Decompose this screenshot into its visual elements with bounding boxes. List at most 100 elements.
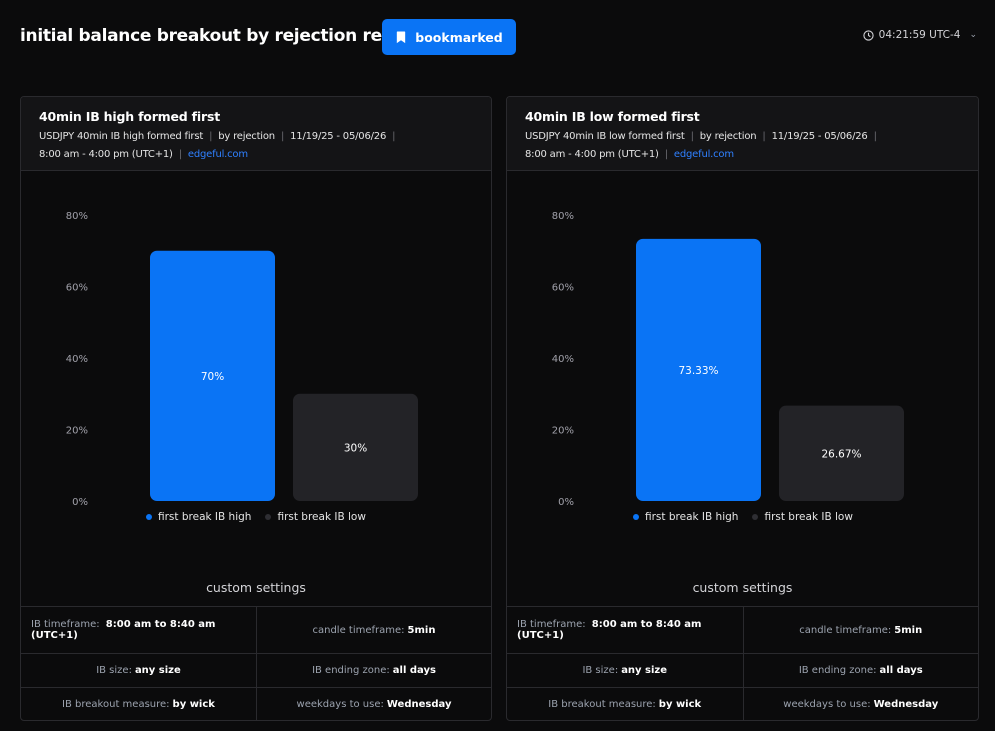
setting-ib-timeframe: IB timeframe: 8:00 am to 8:40 am (UTC+1): [507, 607, 743, 653]
setting-candle-timeframe: candle timeframe: 5min: [742, 607, 979, 653]
timezone-clock-dropdown[interactable]: 04:21:59 UTC-4 ⌄: [863, 29, 977, 41]
setting-ib-breakout-measure: IB breakout measure: by wick: [21, 688, 256, 720]
setting-ib-size: IB size: any size: [507, 654, 743, 687]
legend-item-high[interactable]: first break IB high: [633, 511, 738, 523]
setting-value: Wednesday: [873, 699, 939, 710]
bar-first-break-ib-low[interactable]: [779, 405, 904, 501]
bar-first-break-ib-low[interactable]: [293, 393, 418, 501]
legend-item-high[interactable]: first break IB high: [146, 511, 251, 523]
legend-item-low[interactable]: first break IB low: [752, 511, 853, 523]
y-tick-label: 80%: [552, 211, 574, 222]
bar-chart: 0% 20% 40% 60% 80% 70% 30%: [21, 172, 491, 572]
separator: |: [762, 131, 766, 142]
separator: |: [690, 131, 694, 142]
setting-value: 8:00 am to 8:40 am (UTC+1): [31, 619, 216, 641]
top-bar: initial balance breakout by rejection re…: [0, 0, 995, 72]
settings-row: IB size: any size IB ending zone: all days: [507, 654, 978, 688]
setting-label: candle timeframe:: [312, 624, 405, 636]
y-tick-label: 40%: [552, 354, 574, 365]
legend-dot: [146, 514, 152, 520]
setting-value: by wick: [172, 699, 215, 710]
clock-time: 04:21:59 UTC-4: [878, 29, 961, 41]
settings-row: IB breakout measure: by wick weekdays to …: [21, 688, 491, 720]
y-tick-label: 40%: [66, 354, 88, 365]
settings-title: custom settings: [692, 580, 793, 595]
settings-grid: IB timeframe: 8:00 am to 8:40 am (UTC+1)…: [507, 606, 979, 720]
legend-label: first break IB high: [158, 511, 252, 523]
bar-value-label: 70%: [201, 371, 224, 383]
settings-row: IB size: any size IB ending zone: all days: [21, 654, 491, 688]
separator: |: [280, 131, 285, 142]
setting-label: IB ending zone:: [312, 665, 390, 676]
setting-label: IB timeframe:: [517, 619, 586, 630]
setting-value: Wednesday: [386, 699, 452, 710]
setting-label: IB timeframe:: [31, 619, 100, 630]
separator: |: [664, 149, 668, 160]
report-card-ib-low: 40min IB low formed first USDJPY 40min I…: [506, 96, 979, 721]
settings-grid: IB timeframe: 8:00 am to 8:40 am (UTC+1)…: [21, 606, 491, 720]
setting-ib-timeframe: IB timeframe: 8:00 am to 8:40 am (UTC+1): [21, 607, 256, 653]
card-header: 40min IB low formed first USDJPY 40min I…: [507, 97, 978, 171]
settings-row: IB breakout measure: by wick weekdays to …: [507, 688, 979, 720]
setting-value: any size: [134, 665, 181, 676]
legend-dot: [265, 514, 272, 520]
setting-label: IB breakout measure:: [62, 699, 170, 710]
settings-row: IB timeframe: 8:00 am to 8:40 am (UTC+1)…: [507, 607, 978, 654]
setting-ib-ending-zone: IB ending zone: all days: [742, 654, 979, 687]
chevron-down-icon: ⌄: [969, 30, 977, 40]
setting-ib-ending-zone: IB ending zone: all days: [256, 654, 491, 687]
bookmarked-button[interactable]: bookmarked: [382, 19, 516, 55]
legend-label: first break IB low: [764, 511, 853, 523]
card-dates: 11/19/25 - 05/06/26: [771, 131, 868, 142]
edgeful-link[interactable]: edgeful.com: [187, 149, 248, 160]
legend-label: first break IB high: [645, 511, 739, 523]
card-dates: 11/19/25 - 05/06/26: [290, 131, 387, 142]
bar-chart: 0% 20% 40% 60% 80% 73.33% 26.67%: [507, 172, 978, 572]
setting-candle-timeframe: candle timeframe: 5min: [256, 607, 491, 653]
setting-value: by wick: [658, 699, 702, 710]
bar-value-label: 73.33%: [678, 365, 718, 377]
legend-label: first break IB low: [277, 511, 366, 523]
setting-label: candle timeframe:: [799, 624, 892, 636]
clock-icon: [863, 29, 874, 41]
setting-value: any size: [621, 665, 668, 676]
setting-value: all days: [392, 665, 436, 676]
setting-label: IB ending zone:: [798, 665, 877, 676]
separator: |: [178, 149, 182, 160]
setting-label: IB breakout measure:: [548, 699, 656, 710]
bar-first-break-ib-high[interactable]: [150, 250, 275, 501]
card-title: 40min IB low formed first: [525, 109, 700, 124]
card-hours: 8:00 am - 4:00 pm (UTC+1): [525, 149, 659, 160]
legend-item-low[interactable]: first break IB low: [265, 511, 366, 523]
card-method: by rejection: [699, 131, 757, 142]
setting-value: all days: [879, 665, 923, 676]
settings-title: custom settings: [206, 580, 306, 595]
y-tick-label: 20%: [66, 426, 88, 437]
setting-weekdays: weekdays to use: Wednesday: [742, 688, 979, 720]
card-header: 40min IB high formed first USDJPY 40min …: [21, 97, 491, 171]
chart-legend: first break IB high first break IB low: [633, 511, 853, 523]
card-subtitle: USDJPY 40min IB low formed first | by reje…: [525, 128, 978, 164]
setting-ib-size: IB size: any size: [21, 654, 256, 687]
page-title: initial balance breakout by rejection re…: [20, 26, 421, 46]
settings-row: IB timeframe: 8:00 am to 8:40 am (UTC+1)…: [21, 607, 491, 654]
card-hours: 8:00 am - 4:00 pm (UTC+1): [39, 149, 173, 160]
setting-weekdays: weekdays to use: Wednesday: [256, 688, 491, 720]
setting-label: IB size:: [582, 665, 619, 676]
bar-first-break-ib-high[interactable]: [636, 238, 761, 501]
legend-dot: [633, 514, 639, 520]
card-title: 40min IB high formed first: [39, 109, 220, 124]
y-tick-label: 60%: [552, 283, 574, 294]
legend-dot: [752, 514, 759, 520]
y-tick-label: 80%: [66, 211, 88, 222]
edgeful-link[interactable]: edgeful.com: [673, 149, 734, 160]
setting-value: 5min: [407, 624, 436, 636]
setting-label: weekdays to use:: [783, 699, 871, 710]
separator: |: [873, 131, 877, 142]
card-subtitle: USDJPY 40min IB high formed first | by rej…: [39, 128, 491, 164]
separator: |: [209, 131, 213, 142]
chart-legend: first break IB high first break IB low: [146, 511, 366, 523]
bookmark-icon: [397, 30, 406, 43]
setting-label: weekdays to use:: [296, 699, 384, 710]
setting-ib-breakout-measure: IB breakout measure: by wick: [507, 688, 743, 720]
